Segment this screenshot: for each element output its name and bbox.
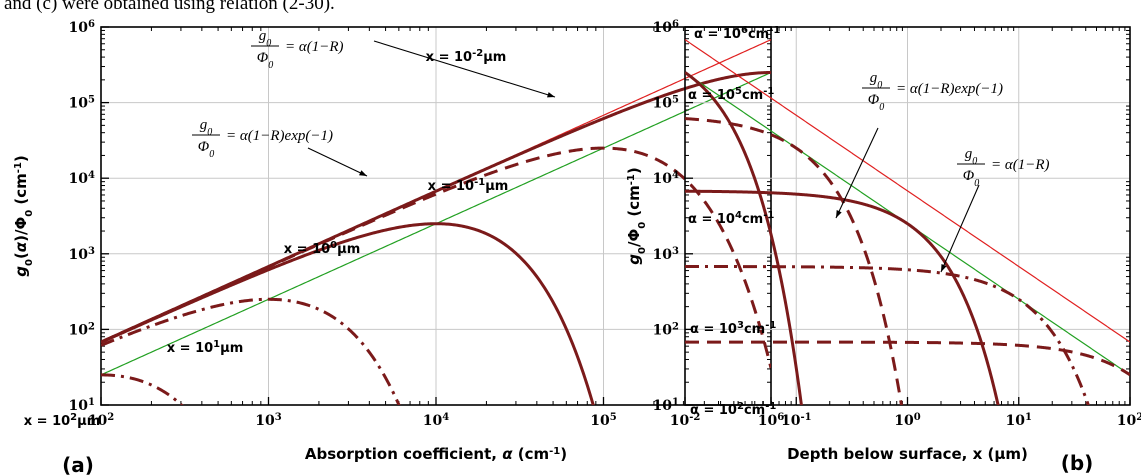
x-axis-title-a: Absorption coefficient, α (cm-1) (305, 445, 567, 463)
equation-upper-b-den: Φ0 (963, 168, 979, 189)
x-axis-title-b: Depth below surface, x (µm) (787, 445, 1028, 463)
equation-upper-a-den: Φ0 (257, 50, 273, 71)
equation-lower-b-den: Φ0 (868, 92, 884, 113)
series-label-a-1: x = 10-1µm (428, 177, 509, 195)
arrow-lower-b (835, 127, 879, 219)
x-tick-label: 100 (894, 412, 920, 430)
y-tick-label: 103 (69, 245, 95, 263)
series-label-a-0: x = 10-2µm (426, 48, 507, 66)
y-axis-title-a: g0(α)/Φ0 (cm-1) (12, 155, 35, 277)
arrow-upper-a-head (547, 92, 555, 98)
equation-upper-a-rhs: = α(1−R) (285, 39, 344, 55)
series-label-a-3: x = 101µm (167, 339, 244, 357)
x-tick-label: 10-2 (670, 412, 701, 430)
y-tick-label: 102 (69, 321, 95, 339)
y-tick-label: 104 (653, 170, 679, 188)
equation-lower-b-rhs: = α(1−R)exp(−1) (896, 81, 1003, 97)
series-line-b-3 (685, 265, 1090, 405)
equation-upper-a-num: g0 (259, 28, 272, 49)
bound-line-upper-b (685, 39, 1130, 343)
equation-lower-a-num: g0 (200, 117, 213, 138)
equation-lower-b-num: g0 (870, 70, 883, 91)
x-tick-label: 105 (590, 412, 616, 430)
series-line-a-3 (101, 297, 401, 405)
x-tick-label: 104 (423, 412, 449, 430)
series-label-a-4: x = 102µm (24, 412, 101, 430)
arrow-lower-a-head (359, 170, 367, 176)
y-tick-label: 102 (653, 321, 679, 339)
panel-label-a: (a) (62, 453, 94, 475)
x-tick-label: 10-1 (781, 412, 812, 430)
y-axis-title-b: g0/Φ0 (cm-1) (625, 167, 648, 265)
series-line-b-2 (685, 189, 1000, 405)
figure-caption: and (c) were obtained using relation (2-… (4, 0, 335, 14)
y-tick-label: 101 (653, 397, 679, 415)
arrow-upper-b (940, 184, 980, 273)
x-tick-label: 103 (255, 412, 281, 430)
y-tick-label: 106 (653, 19, 679, 37)
y-tick-label: 101 (69, 397, 95, 415)
y-tick-label: 103 (653, 245, 679, 263)
x-tick-label: 106 (758, 412, 784, 430)
x-tick-label: 101 (1006, 412, 1032, 430)
series-label-b-4: α = 102cm-1 (690, 401, 776, 419)
arrow-lower-b-head (836, 210, 842, 218)
equation-upper-b-num: g0 (965, 146, 978, 167)
y-tick-label: 105 (653, 94, 679, 112)
y-tick-label: 105 (69, 94, 95, 112)
x-tick-label: 102 (1117, 412, 1141, 430)
series-label-b-1: α = 105cm-1 (688, 86, 774, 104)
y-tick-label: 104 (69, 170, 95, 188)
series-label-b-0: α = 106cm-1 (694, 25, 780, 43)
plot-frame (684, 26, 1131, 406)
arrow-upper-b-head (941, 264, 947, 272)
series-line-b-4 (685, 340, 1130, 377)
y-tick-label: 106 (69, 19, 95, 37)
equation-lower-a-den: Φ0 (198, 139, 214, 160)
series-label-b-2: α = 104cm-1 (688, 210, 774, 228)
arrow-lower-a (307, 147, 368, 177)
plot-frame (100, 26, 772, 406)
series-label-a-2: x = 100µm (284, 240, 361, 258)
equation-upper-b-rhs: = α(1−R) (991, 157, 1050, 173)
series-line-a-4 (101, 373, 184, 405)
series-label-b-3: α = 103cm-1 (690, 320, 776, 338)
equation-lower-a-rhs: = α(1−R)exp(−1) (226, 128, 333, 144)
arrow-upper-a (373, 40, 556, 98)
panel-label-b: (b) (1061, 451, 1094, 475)
series-line-a-2 (101, 222, 595, 405)
x-tick-label: 102 (88, 412, 114, 430)
series-line-b-1 (685, 117, 903, 405)
series-line-b-0 (685, 71, 803, 405)
